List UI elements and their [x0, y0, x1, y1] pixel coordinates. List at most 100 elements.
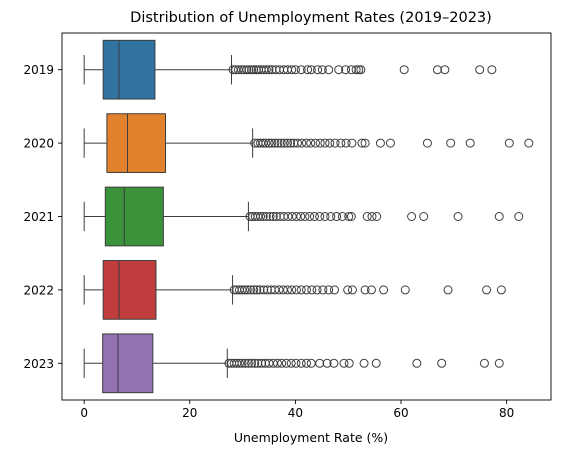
outlier-point — [243, 358, 253, 368]
axes: 0 20 40 60 80 2019 2020 2021 2022 2023 — [23, 63, 514, 420]
outlier-point — [379, 285, 389, 295]
x-tick-label: 40 — [288, 406, 303, 420]
outlier-point — [422, 138, 432, 148]
outlier-point — [293, 138, 303, 148]
outlier-point — [479, 358, 489, 368]
outlier-point — [336, 138, 346, 148]
outlier-point — [313, 65, 323, 75]
outlier-point — [270, 138, 280, 148]
outlier-point — [273, 138, 283, 148]
outlier-point — [399, 65, 409, 75]
box-iqr — [104, 186, 164, 247]
outlier-point — [329, 358, 339, 368]
outlier-point — [303, 65, 313, 75]
outlier-point — [318, 285, 328, 295]
outlier-point — [344, 358, 354, 368]
outlier-point — [291, 285, 301, 295]
box-group — [83, 333, 504, 394]
outlier-point — [267, 138, 277, 148]
outlier-point — [296, 65, 306, 75]
outlier-point — [351, 65, 361, 75]
outlier-point — [272, 358, 282, 368]
box-iqr — [102, 333, 154, 394]
outlier-point — [261, 65, 271, 75]
outlier-point — [279, 138, 289, 148]
outlier-point — [249, 65, 259, 75]
box-group — [83, 113, 534, 173]
outlier-point — [237, 358, 247, 368]
chart-title: Distribution of Unemployment Rates (2019… — [130, 10, 492, 26]
outlier-point — [267, 65, 277, 75]
y-tick-label: 2020 — [23, 137, 54, 151]
outlier-point — [362, 212, 372, 221]
outlier-point — [320, 138, 330, 148]
outlier-point — [246, 285, 256, 295]
x-tick-label: 0 — [80, 406, 88, 420]
outlier-point — [296, 212, 306, 221]
outlier-point — [432, 65, 442, 75]
outlier-point — [302, 138, 311, 148]
outlier-point — [366, 285, 376, 295]
outlier-point — [287, 285, 297, 295]
outlier-point — [277, 358, 287, 368]
outlier-point — [357, 138, 367, 148]
outlier-point — [253, 358, 263, 368]
outlier-point — [239, 65, 249, 75]
box-iqr — [102, 260, 157, 320]
x-tick-label: 60 — [393, 406, 408, 420]
outlier-point — [514, 212, 524, 221]
outlier-point — [306, 138, 316, 148]
outlier-point — [317, 65, 327, 75]
outlier-point — [341, 65, 351, 75]
outlier-point — [524, 138, 534, 148]
outlier-point — [494, 358, 504, 368]
outlier-point — [371, 358, 381, 368]
box-iqr — [106, 113, 167, 173]
outlier-point — [250, 358, 260, 368]
outlier-point — [332, 212, 342, 221]
outlier-point — [258, 212, 268, 221]
outlier-point — [356, 65, 366, 75]
outlier-point — [296, 285, 306, 295]
outlier-point — [261, 212, 271, 221]
x-axis-label: Unemployment Rate (%) — [234, 430, 388, 445]
outlier-point — [286, 138, 296, 148]
outlier-point — [256, 212, 266, 221]
x-tick-label: 80 — [499, 406, 514, 420]
outlier-point — [247, 65, 257, 75]
outlier-point — [375, 138, 385, 148]
box-group — [83, 39, 497, 100]
outlier-point — [309, 212, 319, 221]
outlier-point — [282, 285, 292, 295]
y-tick-label: 2023 — [23, 357, 54, 371]
outlier-point — [271, 212, 281, 221]
outlier-point — [237, 65, 247, 75]
outlier-point — [339, 358, 349, 368]
outlier-point — [346, 212, 356, 221]
outlier-point — [251, 65, 261, 75]
outlier-point — [437, 358, 447, 368]
outlier-point — [504, 138, 514, 148]
outlier-point — [287, 65, 297, 75]
outlier-point — [244, 65, 254, 75]
outlier-point — [400, 285, 410, 295]
outlier-point — [261, 138, 271, 148]
outlier-point — [324, 285, 334, 295]
outlier-point — [322, 358, 332, 368]
outlier-point — [315, 138, 325, 148]
outlier-point — [334, 65, 344, 75]
outlier-point — [306, 65, 316, 75]
outlier-point — [307, 285, 317, 295]
outlier-point — [412, 358, 422, 368]
y-tick-label: 2021 — [23, 210, 54, 224]
outlier-point — [315, 212, 325, 221]
outlier-point — [286, 358, 296, 368]
outlier-point — [446, 138, 456, 148]
outlier-point — [276, 138, 286, 148]
outlier-point — [234, 358, 244, 368]
outlier-point — [341, 138, 351, 148]
outlier-point — [302, 358, 311, 368]
outlier-point — [282, 138, 292, 148]
outlier-point — [265, 212, 275, 221]
